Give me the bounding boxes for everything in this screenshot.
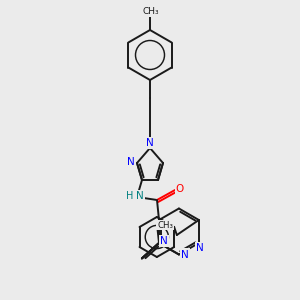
Text: N: N — [181, 250, 189, 260]
Text: CH₃: CH₃ — [157, 220, 173, 230]
Text: CH₃: CH₃ — [143, 8, 159, 16]
Text: N: N — [196, 243, 204, 253]
Text: O: O — [176, 184, 184, 194]
Text: N: N — [160, 236, 168, 246]
Text: N: N — [136, 191, 144, 201]
Text: H: H — [126, 191, 133, 201]
Text: N: N — [127, 157, 135, 167]
Text: N: N — [146, 138, 154, 148]
